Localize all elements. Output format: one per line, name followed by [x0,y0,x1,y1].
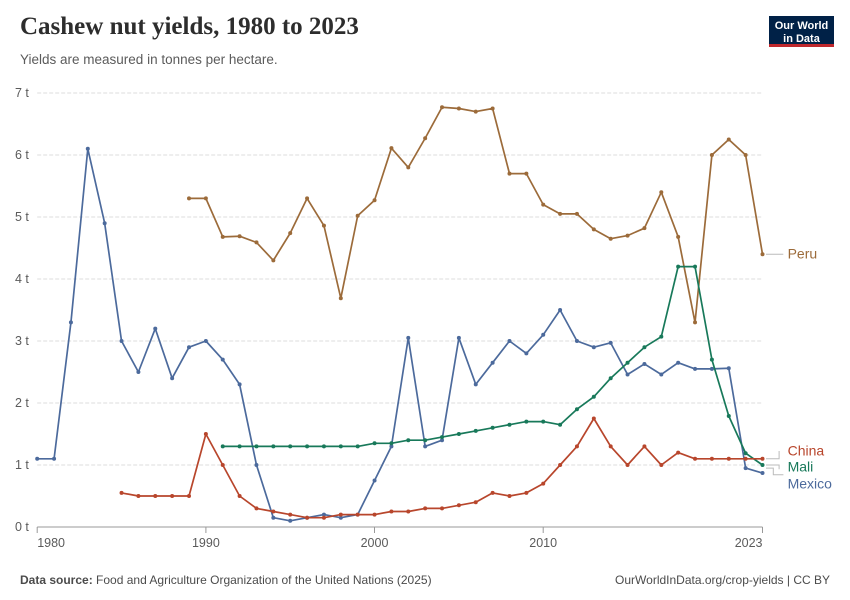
svg-text:Mali: Mali [788,459,814,475]
svg-text:4 t: 4 t [15,272,29,286]
svg-text:2010: 2010 [529,536,557,550]
svg-text:2023: 2023 [735,536,763,550]
svg-text:6 t: 6 t [15,148,29,162]
svg-text:1 t: 1 t [15,458,29,472]
svg-text:China: China [788,443,825,459]
svg-text:Peru: Peru [788,246,818,262]
svg-text:5 t: 5 t [15,210,29,224]
svg-text:1990: 1990 [192,536,220,550]
svg-text:0 t: 0 t [15,520,29,534]
svg-text:3 t: 3 t [15,334,29,348]
svg-text:Mexico: Mexico [788,476,833,492]
svg-text:7 t: 7 t [15,86,29,100]
svg-text:2 t: 2 t [15,396,29,410]
svg-text:2000: 2000 [361,536,389,550]
svg-text:1980: 1980 [37,536,65,550]
